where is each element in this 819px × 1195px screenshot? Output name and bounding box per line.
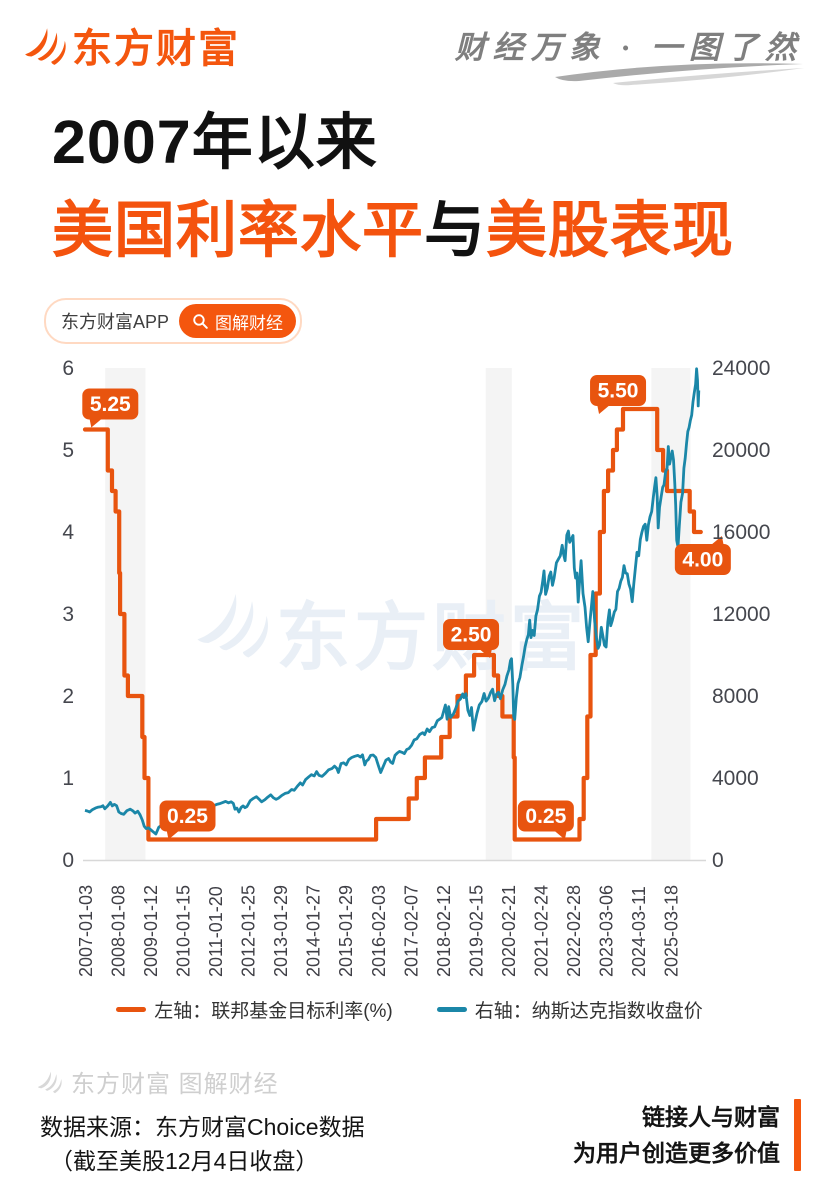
left-axis-tick-label: 2 <box>62 685 74 708</box>
footer-watermark: 东方财富 图解财经 <box>36 1064 279 1099</box>
callout-tail <box>166 829 181 840</box>
right-axis-tick-label: 4000 <box>712 767 759 790</box>
callout-badge <box>443 619 500 650</box>
callout-badge <box>674 544 731 575</box>
nasdaq-legend-swatch <box>436 1007 467 1012</box>
watermark-logo-icon <box>197 593 268 658</box>
x-axis-tick-label: 2018-02-12 <box>434 885 454 977</box>
right-axis-tick-label: 0 <box>712 849 724 872</box>
callout-value: 5.25 <box>90 393 131 416</box>
callout-tail <box>478 648 493 658</box>
x-axis-tick-label: 2024-03-11 <box>629 886 649 977</box>
eastmoney-logo-icon <box>22 22 68 68</box>
chart-canvas: 东方财富 5.25 0.25 2.50 5.50 4.00 0.25 0 1 2 3 4 5 6 0 4000… <box>62 357 770 977</box>
x-axis-tick-label: 2014-01-27 <box>304 885 324 977</box>
x-axis-tick-label: 2017-02-07 <box>401 885 421 977</box>
title-black: 与 <box>424 196 487 264</box>
rate-legend-swatch <box>116 1007 147 1012</box>
callout-value: 0.25 <box>525 805 566 828</box>
data-source-line1: 数据来源：东方财富Choice数据 <box>40 1114 365 1140</box>
data-source-line2: （截至美股12月4日收盘） <box>50 1148 319 1174</box>
title-orange-2: 美股表现 <box>486 196 735 264</box>
callout-tail <box>89 417 104 428</box>
x-axis-tick-label: 2022-02-28 <box>564 885 584 977</box>
rate-legend-label: 左轴：联邦基金目标利率(%) <box>154 1001 393 1022</box>
easing-cycle-band <box>485 368 512 860</box>
right-axis-tick-label: 12000 <box>712 603 770 626</box>
motto-accent-bar <box>794 1099 801 1171</box>
x-axis-tick-label: 2009-01-12 <box>141 885 161 977</box>
tagline-swoosh-icon <box>555 63 804 86</box>
left-axis-tick-label: 6 <box>62 357 74 380</box>
eastmoney-logo-icon-gray <box>36 1068 63 1095</box>
fed-rate-series-line <box>82 406 703 842</box>
callout-value: 5.50 <box>598 380 639 403</box>
callout-badge <box>159 800 216 832</box>
left-axis-tick-label: 0 <box>62 849 74 872</box>
legend-item-rate: 左轴：联邦基金目标利率(%) <box>116 996 393 1023</box>
right-axis-tick-label: 24000 <box>712 357 770 380</box>
x-axis-tick-label: 2020-02-21 <box>499 885 519 977</box>
callout-badge <box>517 800 574 832</box>
chart-legend: 左轴：联邦基金目标利率(%) 右轴：纳斯达克指数收盘价 <box>0 996 819 1023</box>
motto-text: 链接人与财富 为用户创造更多价值 <box>573 1099 780 1171</box>
data-source-note: 数据来源：东方财富Choice数据 （截至美股12月4日收盘） <box>40 1110 365 1178</box>
callout-tail <box>597 404 612 414</box>
x-axis-tick-label: 2008-01-08 <box>109 885 129 977</box>
column-badge: 图解财经 <box>179 304 297 338</box>
x-axis-tick-label: 2015-01-29 <box>336 885 356 977</box>
motto-line1: 链接人与财富 <box>642 1104 780 1130</box>
x-axis-tick-label: 2012-01-25 <box>239 885 259 977</box>
search-icon <box>193 313 208 329</box>
x-axis-tick-label: 2019-02-15 <box>466 885 486 977</box>
app-badge-pill: 东方财富APP 图解财经 <box>44 298 303 344</box>
left-axis-tick-label: 1 <box>62 767 74 790</box>
x-axis-tick-label: 2007-01-03 <box>76 885 96 977</box>
app-name-label: 东方财富APP <box>61 312 170 332</box>
right-axis-tick-label: 16000 <box>712 521 770 544</box>
x-axis-tick-label: 2013-01-29 <box>271 885 291 977</box>
callout-tail <box>552 829 567 840</box>
brand-logo: 东方财富 <box>22 16 240 74</box>
callout-value: 2.50 <box>451 624 492 647</box>
callout-value: 0.25 <box>167 805 208 828</box>
x-axis-tick-label: 2023-03-06 <box>596 885 616 977</box>
header-tagline: 财经万象 · 一图了然 <box>454 30 803 65</box>
footer-watermark-text: 东方财富 图解财经 <box>71 1071 279 1098</box>
nasdaq-legend-label: 右轴：纳斯达克指数收盘价 <box>474 1001 703 1022</box>
callout-tail <box>709 536 724 546</box>
x-axis-tick-label: 2025-03-18 <box>662 885 682 977</box>
dual-axis-chart: 东方财富 5.25 0.25 2.50 5.50 4.00 0.25 0 1 2 3 4 5 6 0 4000… <box>0 355 819 995</box>
brand-motto: 链接人与财富 为用户创造更多价值 <box>573 1099 801 1171</box>
callout-badge <box>590 375 647 406</box>
x-axis-tick-label: 2011-01-20 <box>206 886 226 977</box>
column-badge-label: 图解财经 <box>215 313 284 333</box>
brand-name: 东方财富 <box>72 27 240 71</box>
motto-line2: 为用户创造更多价值 <box>573 1140 780 1166</box>
x-axis-tick-label: 2016-02-03 <box>369 885 389 977</box>
x-axis-tick-label: 2021-02-24 <box>531 885 551 977</box>
page-title-line2: 美国利率水平与美股表现 <box>52 180 734 269</box>
right-axis-tick-label: 8000 <box>712 685 759 708</box>
title-orange-1: 美国利率水平 <box>52 196 425 264</box>
page-title-line1: 2007年以来 <box>52 108 378 176</box>
left-axis-tick-label: 3 <box>62 603 74 626</box>
left-axis-tick-label: 4 <box>62 521 74 544</box>
x-axis-tick-label: 2010-01-15 <box>174 885 194 977</box>
watermark-text: 东方财富 <box>276 596 588 679</box>
right-axis-tick-label: 20000 <box>712 439 770 462</box>
callout-badge <box>82 388 139 420</box>
callout-value: 4.00 <box>682 549 723 572</box>
left-axis-tick-label: 5 <box>62 439 74 462</box>
legend-item-nasdaq: 右轴：纳斯达克指数收盘价 <box>436 996 703 1023</box>
